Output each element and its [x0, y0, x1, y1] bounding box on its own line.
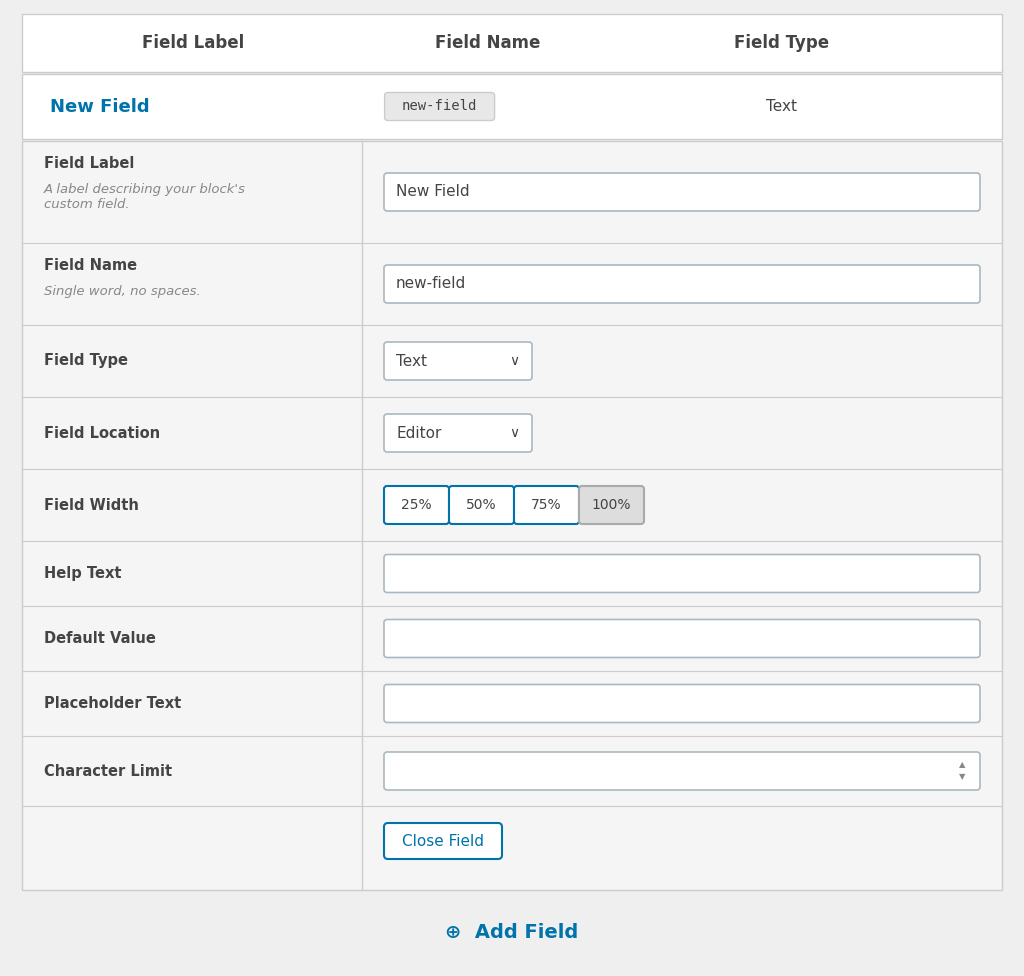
FancyBboxPatch shape: [384, 684, 980, 722]
Text: Field Type: Field Type: [44, 353, 128, 369]
Text: Help Text: Help Text: [44, 566, 122, 581]
FancyBboxPatch shape: [384, 173, 980, 211]
Text: Character Limit: Character Limit: [44, 763, 172, 779]
Text: Text: Text: [396, 353, 427, 369]
Text: ∨: ∨: [509, 426, 519, 440]
Text: new-field: new-field: [401, 100, 477, 113]
Text: Close Field: Close Field: [402, 834, 484, 848]
Text: 50%: 50%: [466, 498, 497, 512]
FancyBboxPatch shape: [449, 486, 514, 524]
Text: 25%: 25%: [401, 498, 432, 512]
FancyBboxPatch shape: [384, 342, 532, 380]
FancyBboxPatch shape: [385, 93, 495, 120]
Text: Field Location: Field Location: [44, 426, 160, 440]
Text: Text: Text: [766, 99, 797, 114]
FancyBboxPatch shape: [384, 823, 502, 859]
Text: new-field: new-field: [396, 276, 466, 292]
FancyBboxPatch shape: [579, 486, 644, 524]
FancyBboxPatch shape: [514, 486, 579, 524]
Text: New Field: New Field: [50, 98, 150, 115]
FancyBboxPatch shape: [384, 414, 532, 452]
Text: Field Width: Field Width: [44, 498, 139, 512]
FancyBboxPatch shape: [384, 554, 980, 592]
FancyBboxPatch shape: [384, 265, 980, 303]
Text: Field Label: Field Label: [44, 155, 134, 171]
Text: A label describing your block's
custom field.: A label describing your block's custom f…: [44, 183, 246, 211]
Bar: [22, 14, 1002, 72]
Text: Default Value: Default Value: [44, 631, 156, 646]
Bar: [22, 74, 1002, 139]
Text: Field Type: Field Type: [734, 34, 829, 52]
Text: Field Name: Field Name: [44, 258, 137, 272]
Text: ▲: ▲: [958, 760, 966, 769]
Text: ∨: ∨: [509, 354, 519, 368]
FancyBboxPatch shape: [384, 486, 449, 524]
Text: ▼: ▼: [958, 772, 966, 782]
Text: New Field: New Field: [396, 184, 470, 199]
Text: ⊕  Add Field: ⊕ Add Field: [445, 923, 579, 943]
Text: Placeholder Text: Placeholder Text: [44, 696, 181, 711]
FancyBboxPatch shape: [384, 752, 980, 790]
Text: 75%: 75%: [531, 498, 562, 512]
Text: Field Name: Field Name: [435, 34, 541, 52]
Text: 100%: 100%: [592, 498, 631, 512]
Bar: [22, 141, 1002, 890]
FancyBboxPatch shape: [384, 620, 980, 658]
Text: Field Label: Field Label: [142, 34, 245, 52]
Text: Single word, no spaces.: Single word, no spaces.: [44, 285, 201, 298]
Text: Editor: Editor: [396, 426, 441, 440]
